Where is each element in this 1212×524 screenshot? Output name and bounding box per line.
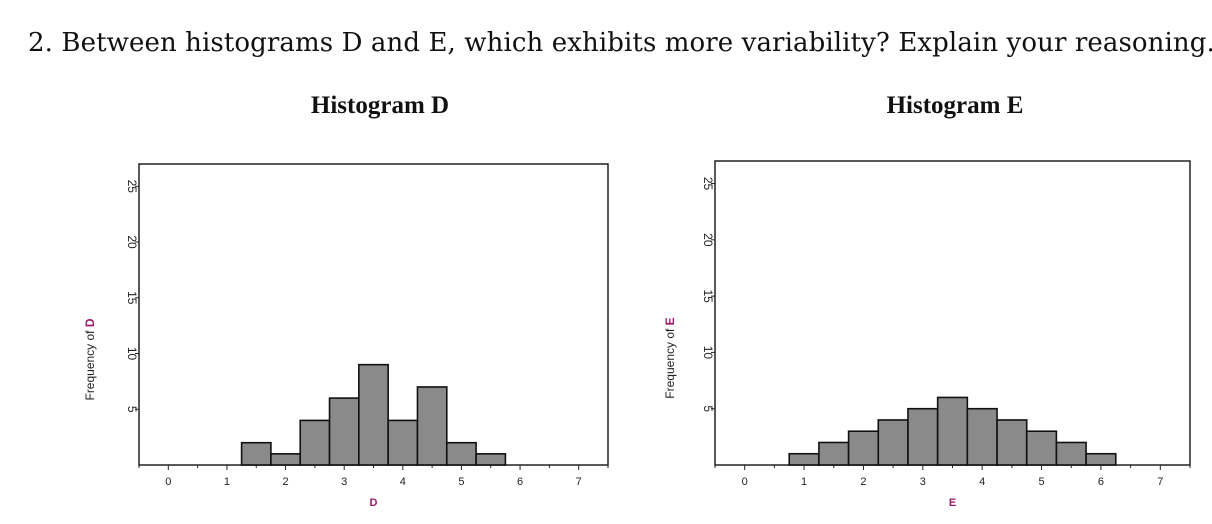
histogram-bar: [996, 419, 1028, 466]
x-tick-label: 4: [400, 476, 406, 488]
y-tick-label: 5: [701, 405, 715, 412]
x-tick-label: 4: [979, 476, 985, 488]
y-axis-label-prefix: Frequency of: [663, 325, 677, 398]
y-tick-label: 15: [125, 291, 139, 305]
histogram-bar: [788, 452, 820, 466]
histogram-bar: [818, 441, 850, 466]
y-axis-label: Frequency of E: [663, 317, 677, 398]
x-tick-label: 7: [1157, 476, 1163, 488]
histogram-bar: [877, 419, 909, 466]
x-tick-label: 1: [224, 476, 230, 488]
x-tick-label: 2: [860, 476, 866, 488]
y-tick-label: 15: [701, 289, 715, 303]
x-axis-label: D: [370, 497, 378, 509]
x-axis-label: E: [949, 497, 956, 509]
y-axis-label: Frequency of D: [83, 318, 97, 400]
histogram-bar: [445, 441, 477, 466]
histogram-bar: [847, 430, 880, 466]
histogram-e-title: Histogram E: [886, 92, 1024, 119]
histogram-bar: [907, 407, 939, 466]
x-tick-label: 5: [458, 476, 464, 488]
histogram-e-figure: Histogram E 0 1 2 3 4 5 6 7 5 10 15 20 25 E Frequency …: [660, 92, 1200, 512]
y-axis-label-prefix: Frequency of: [83, 327, 97, 400]
histogram-d-title: Histogram D: [310, 92, 450, 119]
y-tick-label: 10: [125, 347, 139, 361]
histogram-bar: [358, 363, 389, 466]
x-tick-label: 0: [165, 476, 171, 488]
question-text: 2. Between histograms D and E, which exh…: [28, 28, 1212, 58]
histogram-bar: [328, 397, 360, 466]
y-tick-label: 20: [701, 233, 715, 247]
y-tick-label: 10: [701, 346, 715, 360]
x-tick-label: 0: [742, 476, 748, 488]
histogram-bar: [270, 453, 302, 466]
histogram-bar: [1025, 430, 1058, 466]
histogram-bar: [299, 419, 331, 466]
y-axis-label-variable: D: [83, 318, 97, 327]
histogram-bar: [936, 396, 969, 466]
y-tick-label: 25: [701, 177, 715, 191]
histogram-bar: [1085, 452, 1117, 466]
x-tick-label: 7: [576, 476, 582, 488]
x-tick-label: 3: [341, 476, 347, 488]
y-tick-label: 25: [125, 180, 139, 194]
x-tick-label: 5: [1039, 476, 1045, 488]
x-tick-label: 1: [801, 476, 807, 488]
histogram-bar: [416, 386, 448, 466]
histogram-bar: [1055, 441, 1087, 466]
x-tick-label: 2: [283, 476, 289, 488]
histogram-bar: [240, 441, 272, 466]
histogram-bar: [966, 407, 998, 466]
x-tick-label: 3: [920, 476, 926, 488]
histogram-bar: [475, 453, 507, 466]
y-axis-label-variable: E: [663, 317, 677, 325]
x-tick-label: 6: [517, 476, 523, 488]
y-tick-label: 5: [125, 406, 139, 413]
histogram-d-figure: Histogram D 0 1 2 3 4 5 6 7 5 10 15 20 25 D Frequency …: [80, 92, 620, 512]
y-tick-label: 20: [125, 235, 139, 249]
histogram-bar: [387, 419, 419, 466]
x-tick-label: 6: [1098, 476, 1104, 488]
